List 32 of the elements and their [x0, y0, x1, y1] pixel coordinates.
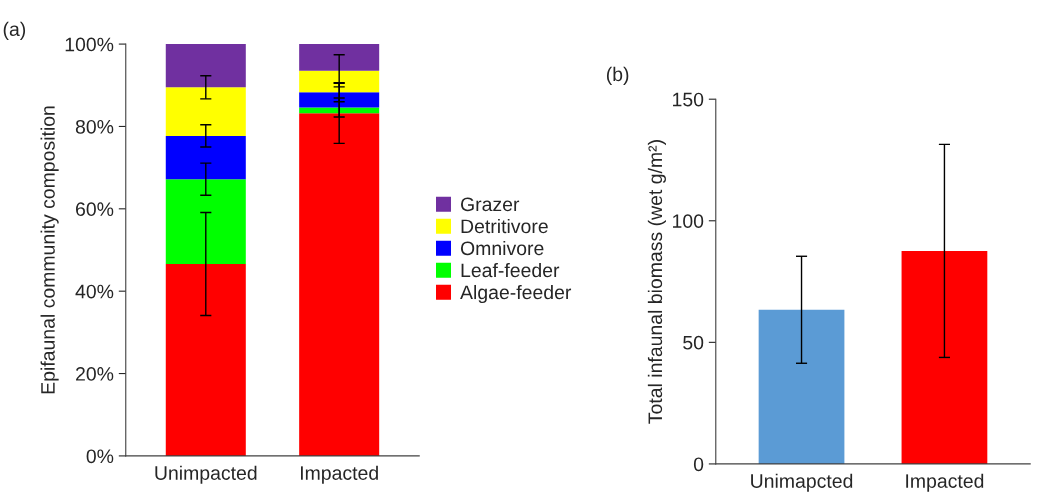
- y-tick-label: 40%: [75, 284, 114, 299]
- y-tick-label: 100%: [65, 37, 114, 52]
- legend-label: Leaf-feeder: [461, 262, 560, 278]
- bar: [165, 87, 246, 136]
- x-tick-label: Unimpacted: [155, 465, 257, 484]
- y-tick-label: 80%: [75, 119, 114, 134]
- bar: [299, 70, 380, 93]
- bar: [165, 135, 246, 180]
- bar: [165, 264, 246, 456]
- text: (a): [3, 21, 26, 40]
- y-tick-label: 150: [673, 92, 704, 107]
- y-tick-label: 20%: [76, 367, 114, 381]
- bar: [165, 179, 246, 264]
- bar: [165, 44, 246, 88]
- y-axis-title: Epifaunal community composition: [40, 106, 59, 394]
- y-tick-label: 0%: [86, 449, 114, 464]
- bar: [299, 113, 380, 456]
- legend-label: Grazer: [461, 197, 520, 212]
- y-tick-label: 0: [693, 457, 704, 472]
- x-tick-label: Unimapcted: [751, 473, 853, 492]
- legend-label: Detritivore: [461, 218, 548, 234]
- text: (b): [606, 66, 629, 85]
- bar: [299, 44, 380, 71]
- bar: [299, 92, 380, 108]
- y-tick-label: 50: [683, 335, 704, 350]
- x-tick-label: Impacted: [906, 473, 984, 492]
- y-axis-title: Total infaunal biomass (wet g/m²): [647, 140, 666, 424]
- legend-label: Omnivore: [460, 240, 544, 256]
- y-tick-label: 60%: [76, 202, 114, 217]
- legend-label: Algae-feeder: [460, 284, 572, 304]
- x-tick-label: Impacted: [300, 465, 378, 484]
- y-tick-label: 100: [673, 214, 704, 229]
